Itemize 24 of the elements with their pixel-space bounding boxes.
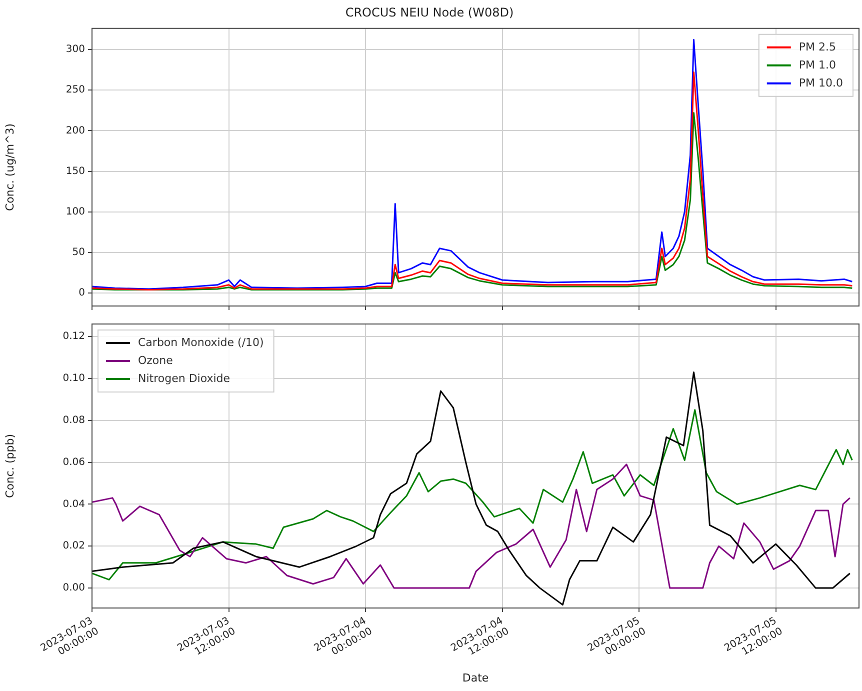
legend-label: Ozone [138,354,174,367]
chart-title: CROCUS NEIU Node (W08D) [345,5,514,20]
legend-label: PM 1.0 [798,58,836,72]
y-tick-label: 100 [66,206,85,218]
legend-label: PM 10.0 [798,76,844,90]
y-tick-label: 0.10 [62,373,85,384]
legend-label: Nitrogen Dioxide [138,372,230,385]
legend-label: Carbon Monoxide (/10) [138,336,264,349]
y-tick-label: 300 [66,44,85,56]
y-tick-label: 0.02 [62,540,85,552]
y-tick-label: 200 [66,125,85,136]
y-tick-label: 150 [66,166,85,177]
legend-label: PM 2.5 [798,40,836,54]
y-tick-label: 0 [78,288,85,299]
y-tick-label: 0.00 [62,582,85,594]
y-tick-label: 0.12 [62,331,85,342]
y-axis-title: Conc. (ppb) [3,434,16,498]
y-axis-title: Conc. (ug/m^3) [3,123,16,212]
y-tick-label: 50 [72,247,85,258]
y-tick-label: 0.04 [62,498,85,510]
x-axis-title: Date [462,671,489,684]
y-tick-label: 250 [66,84,85,96]
y-tick-label: 0.06 [62,456,85,468]
y-tick-label: 0.08 [62,414,85,426]
